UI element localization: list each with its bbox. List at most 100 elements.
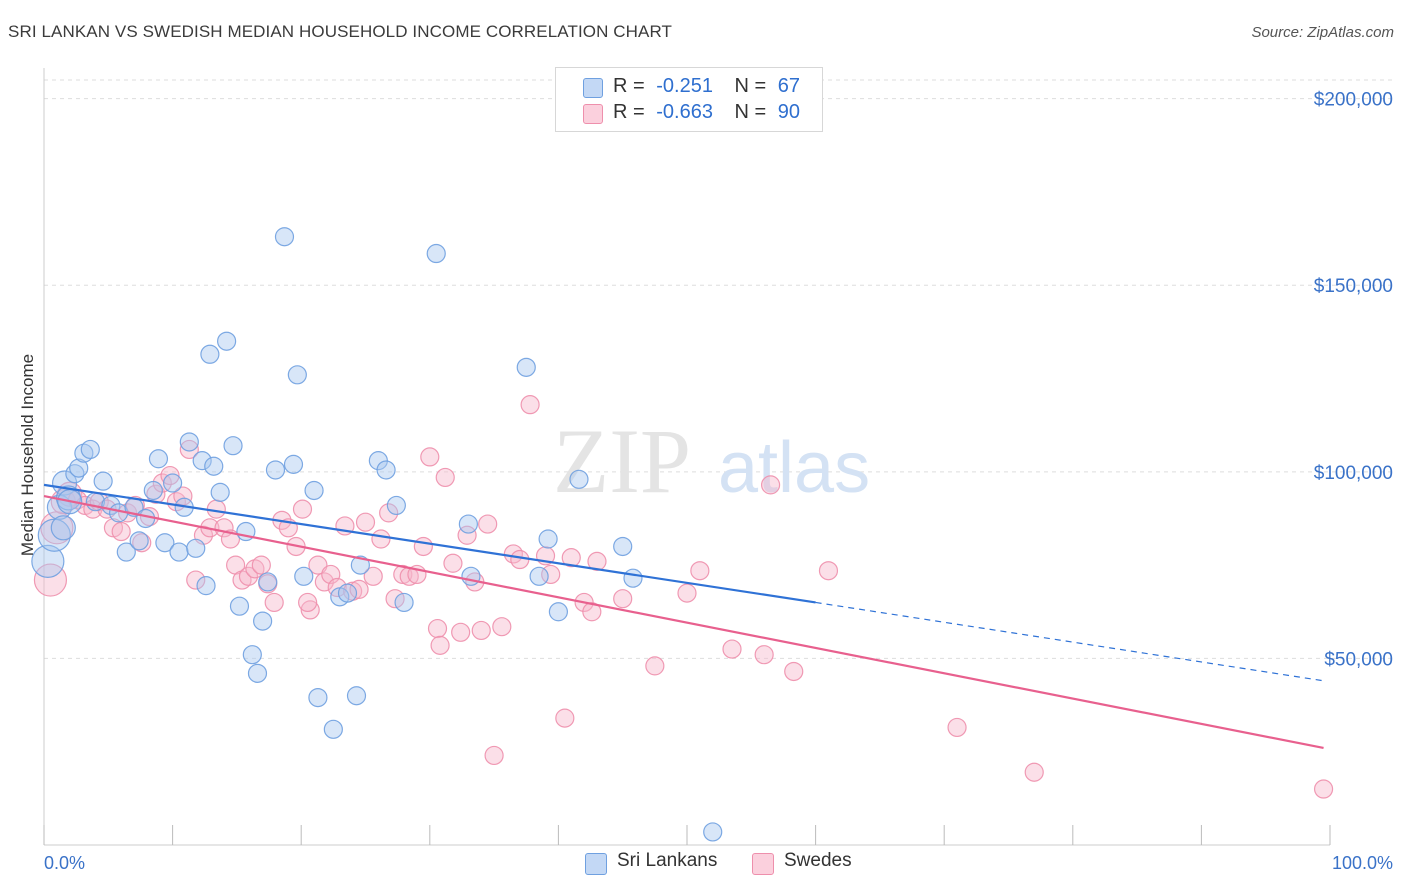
sri-lankans-point: [169, 542, 189, 562]
source-label: Source: ZipAtlas.com: [1251, 24, 1394, 41]
sri-lankans-point: [93, 471, 113, 491]
legend-n-value: 90: [777, 101, 801, 123]
sri-lankans-point: [196, 576, 216, 596]
bottom-legend-swatch-blue: [585, 853, 607, 875]
swedes-point: [430, 635, 450, 655]
sri-lankans-point: [223, 436, 243, 456]
sri-lankans-point: [703, 822, 723, 842]
sri-lankans-point: [304, 480, 324, 501]
sri-lankans-trendline: [43, 483, 816, 604]
axes: [43, 68, 1331, 846]
swedes-point: [308, 555, 328, 575]
sri-lankans-point: [294, 566, 314, 586]
watermark-zip: ZIP: [553, 410, 691, 512]
legend-swatch-pink: [583, 104, 603, 124]
sri-lankans-point: [265, 460, 286, 480]
sri-lankans-point: [323, 719, 343, 739]
swedes-point: [784, 661, 804, 682]
swedes-point: [947, 717, 967, 738]
sri-lankans-point: [569, 469, 589, 489]
swedes-point: [677, 583, 697, 603]
sri-lankans-point: [50, 515, 76, 541]
tick-labels: $50,000 $100,000 $150,000 $200,000 0.0% 100.0…: [44, 90, 1393, 873]
swedes-point: [298, 592, 318, 613]
swedes-point: [355, 512, 376, 532]
sri-lankans-point: [135, 508, 156, 529]
swedes-point: [292, 499, 313, 519]
swedes-point: [393, 564, 413, 585]
swedes-point: [478, 514, 498, 534]
sri-lankans-point: [204, 456, 224, 476]
sri-lankans-point: [376, 460, 396, 480]
swedes-point: [722, 639, 742, 659]
swedes-point: [510, 549, 530, 570]
sri-lankans-point: [31, 544, 65, 578]
swedes-point: [379, 503, 399, 523]
swedes-point: [413, 536, 433, 557]
swedes-point: [561, 548, 581, 568]
y-tick-label: $50,000: [1324, 649, 1393, 670]
swedes-point: [451, 622, 471, 642]
sri-lankans-point: [613, 536, 633, 557]
swedes-point: [1313, 779, 1334, 799]
swedes-point: [818, 561, 839, 581]
swedes-point: [582, 602, 602, 622]
chart-title: SRI LANKAN VS SWEDISH MEDIAN HOUSEHOLD I…: [8, 22, 673, 41]
swedes-point: [179, 439, 199, 460]
trendlines: [43, 483, 1324, 750]
watermark-atlas: atlas: [718, 428, 870, 508]
bottom-legend-label: Swedes: [784, 850, 852, 871]
sri-lankans-point: [516, 357, 536, 377]
swedes-point: [484, 745, 504, 766]
swedes-point: [645, 656, 665, 676]
sri-lankans-point: [258, 572, 278, 592]
sri-lankans-point: [210, 482, 230, 502]
legend-n-label: N =: [734, 101, 767, 123]
sri-lankans-point: [179, 432, 199, 452]
sri-lankans-point: [386, 495, 406, 516]
legend-r-value: -0.251: [656, 75, 713, 97]
sri-lankans-trendline-extension: [815, 601, 1324, 682]
sri-lankans-point: [129, 531, 149, 551]
legend-n-value: 67: [777, 75, 801, 97]
swedes-point: [371, 529, 391, 549]
x-tick-label: 0.0%: [44, 853, 85, 873]
swedes-point: [111, 521, 131, 542]
swedes-point: [349, 579, 369, 599]
sri-lankans-point: [458, 514, 478, 534]
legend-r-label: R =: [613, 75, 645, 97]
swedes-point: [613, 589, 633, 609]
sri-lankans-point: [242, 645, 262, 665]
swedes-point: [555, 708, 575, 728]
y-axis-label: Median Household Income: [18, 353, 37, 557]
swedes-point: [160, 465, 180, 486]
sri-lankans-point: [69, 458, 89, 478]
y-tick-label: $200,000: [1314, 90, 1393, 111]
swedes-point: [186, 570, 206, 590]
swedes-point: [492, 617, 512, 637]
sri-lankans-point: [274, 227, 295, 247]
sri-lankans-point: [163, 473, 183, 493]
swedes-point: [471, 620, 491, 641]
sri-lankans-point: [116, 542, 136, 562]
swedes-point: [1024, 762, 1044, 782]
swedes-point: [760, 475, 781, 495]
swedes-point: [264, 592, 284, 613]
bottom-legend-label: Sri Lankans: [617, 850, 718, 871]
sri-lankans-point: [155, 533, 175, 553]
swedes-point: [690, 561, 710, 581]
swedes-point: [520, 395, 540, 415]
bottom-legend-swatch-pink: [752, 853, 774, 875]
swedes-points: [33, 395, 1334, 799]
y-tick-label: $100,000: [1314, 463, 1393, 484]
sri-lankans-point: [143, 480, 163, 501]
swedes-point: [238, 566, 259, 586]
legend-r-value: -0.663: [656, 101, 713, 123]
swedes-point: [443, 553, 463, 573]
sri-lankans-point: [426, 243, 446, 264]
sri-lankans-point: [217, 331, 237, 351]
sri-lankans-point: [186, 538, 206, 558]
swedes-point: [754, 645, 774, 665]
swedes-point: [300, 600, 320, 620]
